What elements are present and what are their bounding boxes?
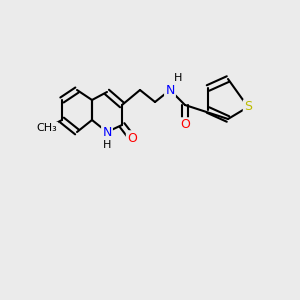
Text: N: N bbox=[102, 125, 112, 139]
Text: H: H bbox=[103, 140, 111, 150]
Text: S: S bbox=[244, 100, 252, 113]
Text: N: N bbox=[165, 83, 175, 97]
Text: O: O bbox=[127, 131, 137, 145]
Text: H: H bbox=[174, 73, 182, 83]
Text: O: O bbox=[180, 118, 190, 131]
Text: CH₃: CH₃ bbox=[37, 123, 57, 133]
